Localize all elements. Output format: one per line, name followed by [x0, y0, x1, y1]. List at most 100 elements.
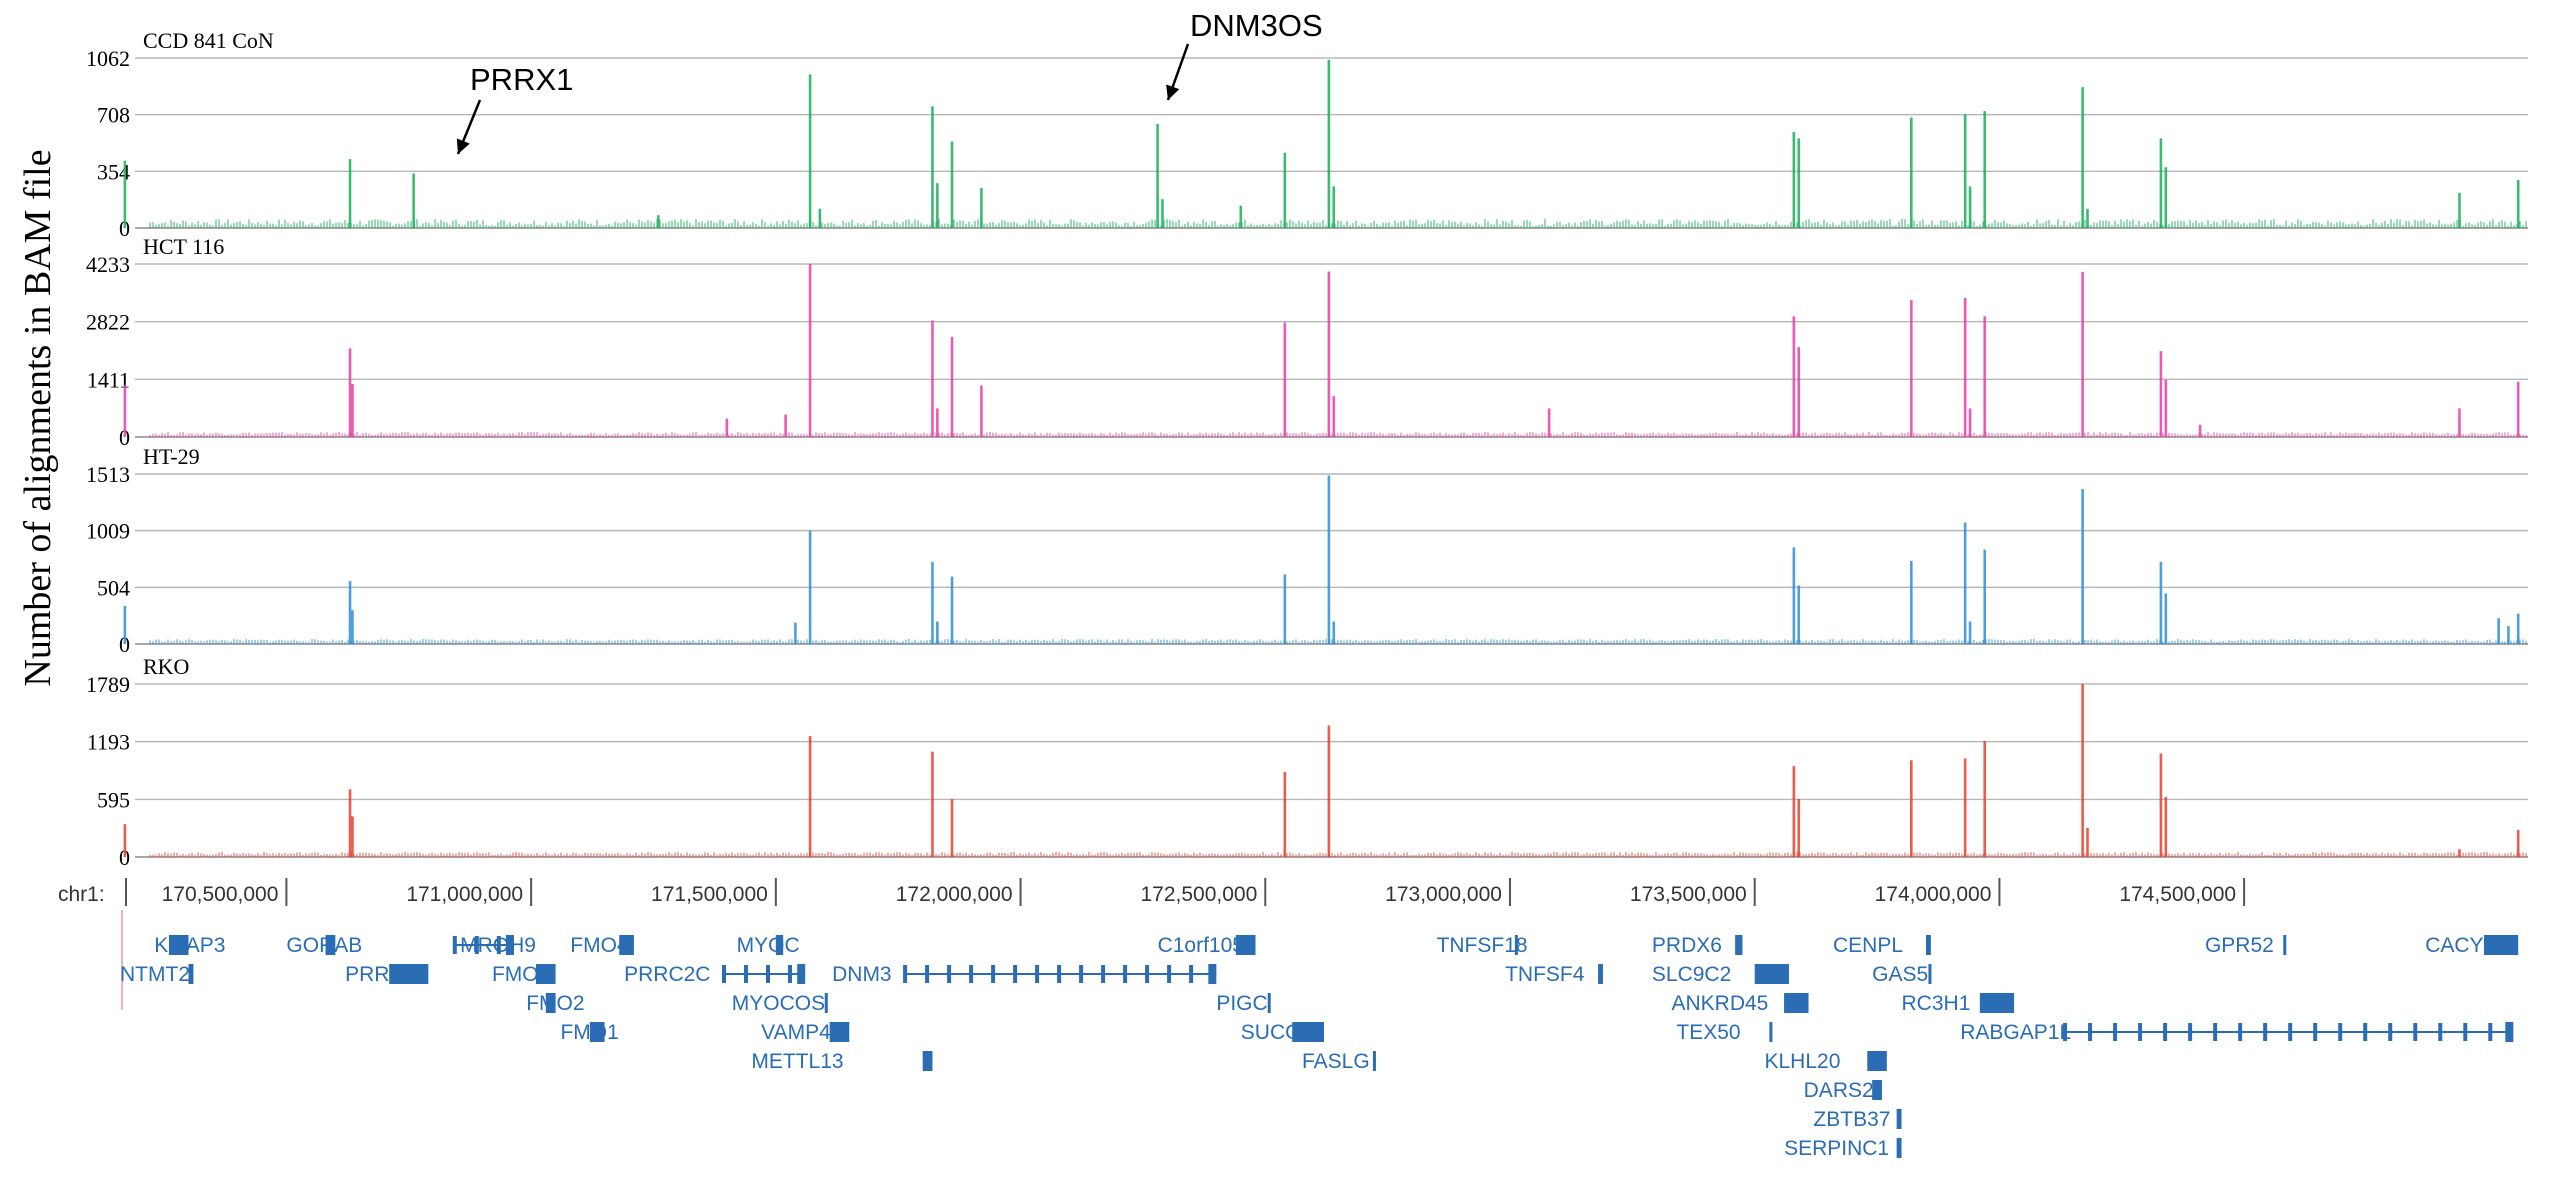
gene-label: C1orf105 — [1158, 934, 1244, 957]
gene-rc3h1: RC3H1 — [1902, 992, 2015, 1015]
gene-body — [325, 935, 336, 955]
gene-suco: SUCO — [1241, 1021, 1324, 1044]
y-tick-label: 4233 — [86, 252, 130, 277]
annotation-label: DNM3OS — [1190, 8, 1323, 43]
gene-exon — [2088, 1023, 2093, 1041]
gene-label: FMO3 — [492, 963, 550, 986]
gene-zbtb37: ZBTB37 — [1813, 1108, 1902, 1131]
gene-label: PIGC — [1216, 992, 1267, 1015]
gene-mroh9: MROH9 — [452, 934, 536, 957]
gene-body — [1267, 993, 1271, 1013]
gene-mettl13: METTL13 — [751, 1050, 933, 1073]
gene-exon — [1145, 965, 1150, 983]
gene-label: MYOC — [737, 934, 800, 957]
gene-label: ANKRD45 — [1671, 992, 1768, 1015]
gene-slc9c2: SLC9C2 — [1652, 963, 1789, 986]
x-tick-label: 171,000,000 — [406, 883, 523, 906]
gene-label: NTMT2 — [120, 963, 190, 986]
gene-cacybp: CACYBP — [2425, 934, 2519, 957]
y-tick-label: 1009 — [86, 519, 130, 544]
y-tick-label: 504 — [97, 575, 130, 600]
gene-exon — [1189, 965, 1194, 983]
gene-dnm3: DNM3 — [832, 963, 1217, 986]
track-name: HCT 116 — [143, 234, 224, 259]
y-tick-label: 0 — [119, 632, 130, 657]
gene-body — [619, 935, 634, 955]
y-tick-label: 595 — [97, 787, 130, 812]
gene-tnfsf4: TNFSF4 — [1505, 963, 1603, 986]
gene-cenpl: CENPL — [1833, 934, 1931, 957]
x-tick-label: 174,500,000 — [2119, 883, 2236, 906]
gene-body — [1235, 935, 1256, 955]
x-tick-label: 172,500,000 — [1140, 883, 1257, 906]
gene-exon — [1013, 965, 1018, 983]
gene-exon — [2213, 1023, 2218, 1041]
gene-exon — [947, 965, 952, 983]
x-tick-label: 171,500,000 — [651, 883, 768, 906]
y-tick-label: 708 — [97, 103, 130, 128]
gene-exon — [2463, 1023, 2468, 1041]
gene-fmo2: FMO2 — [526, 992, 584, 1015]
gene-body — [2483, 935, 2519, 955]
gene-label: GPR52 — [2205, 934, 2274, 957]
track-name: CCD 841 CoN — [143, 28, 274, 53]
gene-body — [536, 964, 556, 984]
x-tick-label: 170,500,000 — [162, 883, 279, 906]
gene-exon — [474, 936, 479, 954]
gene-exon — [722, 965, 726, 983]
y-tick-label: 1513 — [86, 462, 130, 487]
gene-exon — [452, 936, 457, 954]
gene-dars2: DARS2 — [1804, 1079, 1882, 1102]
baseline-signal — [149, 852, 2527, 857]
x-tick-label: 174,000,000 — [1875, 883, 1992, 906]
annotation-arrowhead — [456, 138, 470, 154]
y-tick-label: 2822 — [86, 310, 130, 335]
gene-label: KIFAP3 — [154, 934, 225, 957]
gene-exon — [505, 935, 514, 955]
baseline-signal — [149, 639, 2527, 644]
gene-exon — [991, 965, 996, 983]
track-rko: RKO 0 595 1193 1789 — [86, 654, 2528, 870]
gene-label: GORAB — [286, 934, 362, 957]
gene-exon — [2363, 1023, 2368, 1041]
gene-exon — [1057, 965, 1062, 983]
gene-label: RABGAP1L — [1960, 1021, 2071, 1044]
gene-exon — [2238, 1023, 2243, 1041]
gene-exon — [788, 965, 792, 983]
gene-label: PRRC2C — [624, 963, 710, 986]
peak-annotations: PRRX1 DNM3OS — [456, 8, 1323, 155]
gene-body — [1896, 1138, 1902, 1158]
gene-body — [1928, 964, 1932, 984]
gene-exon — [2505, 1022, 2514, 1042]
gene-gorab: GORAB — [286, 934, 362, 957]
gene-exon — [2188, 1023, 2193, 1041]
track-name: RKO — [143, 654, 189, 679]
gene-exon — [797, 964, 806, 984]
gene-body — [922, 1051, 933, 1071]
gene-rabgap1l: RABGAP1L — [1960, 1021, 2514, 1044]
gene-label: PRDX6 — [1652, 934, 1722, 957]
gene-ankrd45: ANKRD45 — [1671, 992, 1809, 1015]
gene-body — [589, 1022, 605, 1042]
track-ht-29: HT-29 0 504 1009 1513 — [86, 444, 2528, 657]
gene-body — [1598, 964, 1603, 984]
gene-myocos: MYOCOS — [732, 992, 828, 1015]
gene-label: CENPL — [1833, 934, 1903, 957]
gene-body — [1514, 935, 1518, 955]
gene-label: DNM3 — [832, 963, 892, 986]
gene-body — [1896, 1109, 1902, 1129]
gene-body — [1926, 935, 1931, 955]
gene-pigc: PIGC — [1216, 992, 1271, 1015]
gene-label: MYOCOS — [732, 992, 825, 1015]
gene-exon — [744, 965, 748, 983]
gene-body — [1735, 935, 1743, 955]
gene-exon — [1167, 965, 1172, 983]
gene-serpinc1: SERPINC1 — [1784, 1137, 1902, 1160]
gene-body — [1867, 1051, 1887, 1071]
gene-exon — [2388, 1023, 2393, 1041]
gene-faslg: FASLG — [1302, 1050, 1376, 1073]
gene-label: METTL13 — [751, 1050, 843, 1073]
gene-klhl20: KLHL20 — [1764, 1050, 1887, 1073]
gene-exon — [496, 936, 501, 954]
